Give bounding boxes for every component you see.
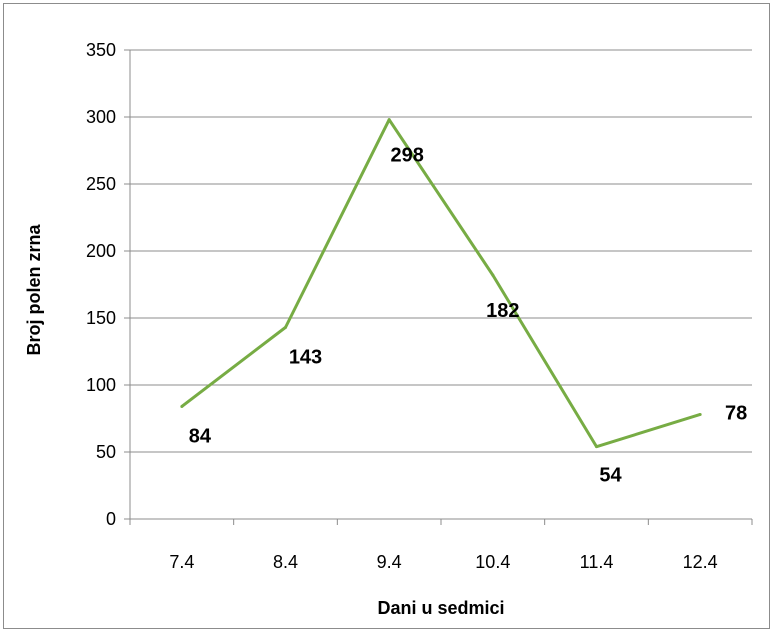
y-axis-ticks: 0 50 100 150 200 250 300 350 xyxy=(86,40,116,529)
x-tick-label: 11.4 xyxy=(580,552,614,572)
series-group xyxy=(180,118,702,449)
data-point xyxy=(491,273,495,277)
chart-frame xyxy=(3,3,770,629)
y-tick-label: 50 xyxy=(96,442,116,462)
y-tick-label: 350 xyxy=(86,40,116,60)
data-point xyxy=(595,445,598,449)
data-label: 78 xyxy=(725,402,747,424)
y-tick-label: 100 xyxy=(86,375,116,395)
axes xyxy=(124,49,753,525)
y-tick-label: 300 xyxy=(86,107,116,127)
data-labels: 84 143 298 182 54 78 xyxy=(189,145,748,487)
x-tick-label: 10.4 xyxy=(475,552,510,572)
data-point xyxy=(698,412,702,416)
x-tick-label: 8.4 xyxy=(273,552,298,572)
x-axis-ticks: 7.4 8.4 9.4 10.4 11.4 12.4 xyxy=(169,552,717,572)
data-point xyxy=(180,404,184,408)
x-axis-title: Dani u sedmici xyxy=(377,598,504,618)
data-label: 84 xyxy=(189,425,212,447)
data-point xyxy=(387,118,391,122)
y-tick-label: 150 xyxy=(86,308,116,328)
data-point xyxy=(284,325,287,329)
y-tick-label: 0 xyxy=(106,509,116,529)
data-label: 54 xyxy=(599,465,622,487)
y-tick-label: 250 xyxy=(86,174,116,194)
data-label: 298 xyxy=(390,145,423,167)
y-axis-title: Broj polen zrna xyxy=(24,224,44,356)
series-line xyxy=(180,118,701,449)
x-tick-label: 12.4 xyxy=(683,552,718,572)
y-tick-label: 200 xyxy=(86,241,116,261)
x-tick-label: 9.4 xyxy=(377,552,402,572)
gridlines xyxy=(130,49,752,453)
x-tick-label: 7.4 xyxy=(169,552,194,572)
data-label: 182 xyxy=(486,300,519,322)
data-label: 143 xyxy=(289,346,322,368)
